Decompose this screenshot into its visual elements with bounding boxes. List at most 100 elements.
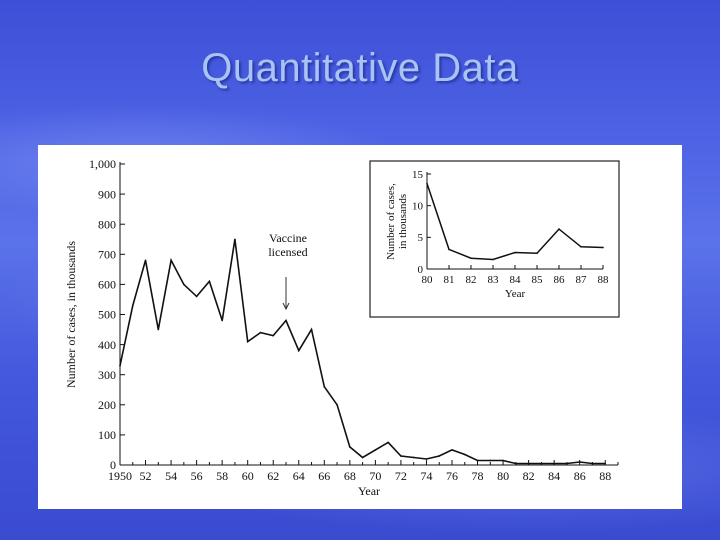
data-point [604,462,607,465]
data-point [425,458,428,460]
data-point [451,449,453,451]
data-point [602,246,604,249]
slide-title: Quantitative Data [201,46,519,90]
x-tick-label: 72 [395,469,407,483]
y-tick-label: 800 [98,217,116,231]
data-point [323,385,326,388]
x-tick-label: 62 [267,469,279,483]
data-point [259,331,262,334]
x-tick-label: 1950 [108,469,132,483]
data-point [515,462,517,465]
y-tick-label: 15 [412,169,424,181]
data-point [310,328,313,331]
y-tick-label: 500 [98,308,116,322]
data-point [580,246,582,248]
inset-frame [369,160,620,318]
data-point [566,462,568,465]
data-point [426,182,428,185]
x-tick-label: 83 [488,274,500,286]
data-point [349,446,351,448]
x-tick-label: 80 [422,274,434,286]
data-point [285,319,287,322]
data-point [183,283,185,286]
y-axis-title-line: Number of cases, [385,183,397,260]
data-point [558,228,560,230]
x-tick-label: 56 [191,469,203,483]
data-point [246,340,249,343]
x-tick-label: 81 [444,274,455,286]
data-point [131,304,134,307]
y-tick-label: 0 [418,264,424,276]
data-point [591,462,594,465]
x-tick-label: 54 [165,469,177,483]
data-point [476,459,479,462]
x-tick-label: 84 [510,274,522,286]
data-point [553,462,555,465]
y-tick-label: 400 [98,338,116,352]
data-point [527,462,530,465]
y-tick-label: 900 [98,187,116,201]
x-tick-label: 74 [420,469,432,483]
x-tick-label: 76 [446,469,458,483]
data-point [438,455,441,457]
y-tick-label: 10 [412,201,424,213]
data-point [489,459,492,462]
inset-chart: 0 5 10 15 80 81 82 83 84 85 86 87 88 Year Number of ca… [369,160,620,318]
data-point [234,238,236,241]
x-tick-label: 84 [548,469,560,483]
data-point [412,456,415,459]
x-axis-title: Year [358,484,380,498]
data-point [463,453,466,456]
data-point [208,280,211,283]
data-point [119,364,121,367]
y-tick-label: 0 [110,458,116,472]
annotation-text: licensed [268,245,307,259]
y-axis-title: Number of cases,in thousands [385,183,409,260]
y-tick-label: 300 [98,368,116,382]
y-tick-label: 5 [418,232,424,244]
y-axis-title: Number of cases, in thousands [64,241,78,388]
x-tick-label: 58 [216,469,228,483]
x-axis-title: Year [505,288,526,300]
data-point [144,259,147,262]
data-point [448,248,450,251]
annotation-arrow-head [282,302,290,311]
data-point [387,441,389,444]
x-tick-label: 70 [369,469,381,483]
y-axis-title-line: Number of cases, in thousands [64,241,78,388]
x-tick-label: 80 [497,469,509,483]
figure-panel: 0 100 200 300 400 500 600 700 800 900 1,000 1950 52 5… [38,145,682,509]
data-point [400,455,402,457]
x-tick-label: 87 [576,274,588,286]
x-tick-label: 66 [318,469,330,483]
data-point [272,334,275,337]
y-tick-label: 600 [98,278,116,292]
data-point [540,462,543,465]
x-tick-label: 82 [523,469,535,483]
x-tick-label: 88 [598,274,610,286]
annotation-text: Vaccine [269,231,307,245]
x-tick-label: 86 [574,469,586,483]
data-point [361,456,364,459]
y-tick-label: 700 [98,248,116,262]
data-point [502,459,504,462]
x-tick-label: 78 [472,469,484,483]
x-tick-label: 86 [554,274,566,286]
y-axis-title-line: in thousands [397,194,409,249]
x-tick-label: 52 [140,469,152,483]
x-tick-label: 64 [293,469,305,483]
x-tick-label: 88 [599,469,611,483]
data-point [297,349,300,352]
data-point [221,319,223,322]
data-point [336,404,338,406]
data-point [157,328,160,331]
data-point [578,461,581,463]
data-point [536,252,538,254]
x-tick-label: 85 [532,274,544,286]
x-tick-label: 68 [344,469,356,483]
y-tick-label: 200 [98,398,116,412]
data-point [514,251,516,254]
data-point [492,258,494,261]
